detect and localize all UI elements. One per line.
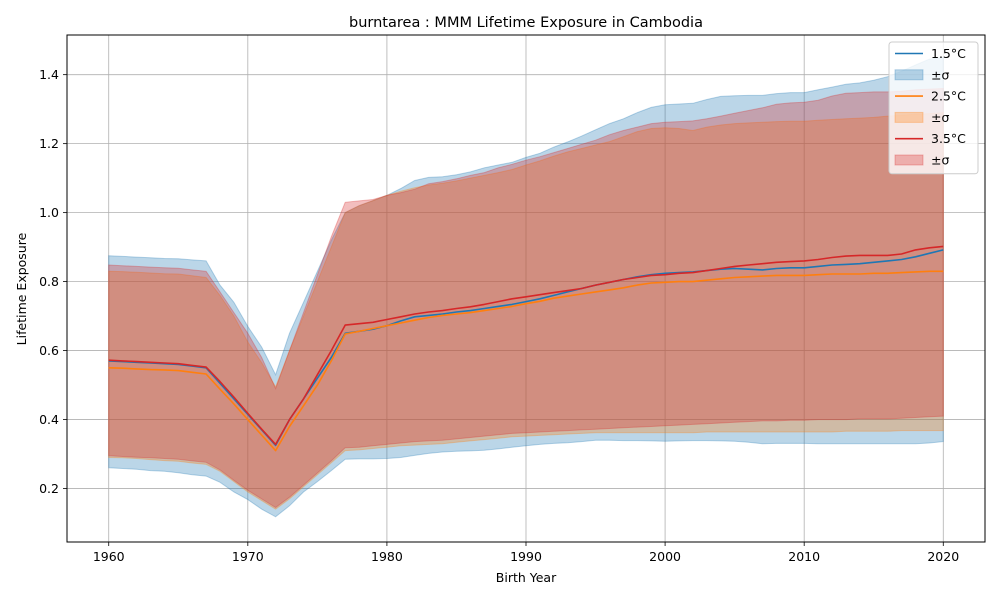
- y-tick-label: 0.4: [39, 412, 59, 427]
- legend-label: 1.5°C: [931, 46, 966, 61]
- x-tick-label: 1990: [510, 549, 542, 564]
- x-axis-ticks: 1960 1970 1980 1990 2000 2010 2020: [93, 542, 959, 564]
- line-3-5-cc: [108, 245, 944, 446]
- y-tick-label: 1.4: [39, 67, 59, 82]
- y-tick-label: 0.8: [39, 274, 59, 289]
- x-tick-label: 1960: [93, 549, 125, 564]
- legend-label: ±σ: [931, 153, 949, 168]
- legend-label: ±σ: [931, 67, 949, 82]
- chart-title: burntarea : MMM Lifetime Exposure in Cam…: [349, 15, 703, 31]
- band-layer: [108, 56, 944, 518]
- legend-band-swatch: [894, 111, 924, 123]
- y-axis-label: Lifetime Exposure: [14, 232, 29, 345]
- x-tick-label: 2020: [927, 549, 959, 564]
- legend-label: 2.5°C: [931, 89, 966, 104]
- x-tick-label: 1980: [371, 549, 403, 564]
- x-tick-label: 1970: [232, 549, 264, 564]
- band-2-5-cc: [108, 112, 944, 510]
- line-layer: [108, 245, 944, 452]
- legend-label: ±σ: [931, 110, 949, 125]
- legend-band-swatch: [894, 154, 924, 166]
- legend-band-swatch: [894, 69, 924, 81]
- grid-layer: [67, 35, 985, 542]
- legend: 1.5°C ±σ 2.5°C ±σ 3.5°C ±σ: [888, 41, 979, 175]
- band-1-5-cc: [108, 56, 944, 518]
- x-tick-label: 2010: [788, 549, 820, 564]
- band-3-5-cc: [108, 87, 944, 509]
- line-2-5-cc: [108, 270, 944, 452]
- y-tick-label: 0.6: [39, 343, 59, 358]
- y-axis-ticks: 0.2 0.4 0.6 0.8 1.0 1.2 1.4: [39, 67, 67, 496]
- y-tick-label: 1.2: [39, 136, 59, 151]
- x-tick-label: 2000: [649, 549, 681, 564]
- y-tick-label: 0.2: [39, 481, 59, 496]
- x-axis-label: Birth Year: [496, 570, 557, 585]
- legend-label: 3.5°C: [931, 131, 966, 146]
- y-tick-label: 1.0: [39, 205, 59, 220]
- legend-box: [888, 41, 979, 175]
